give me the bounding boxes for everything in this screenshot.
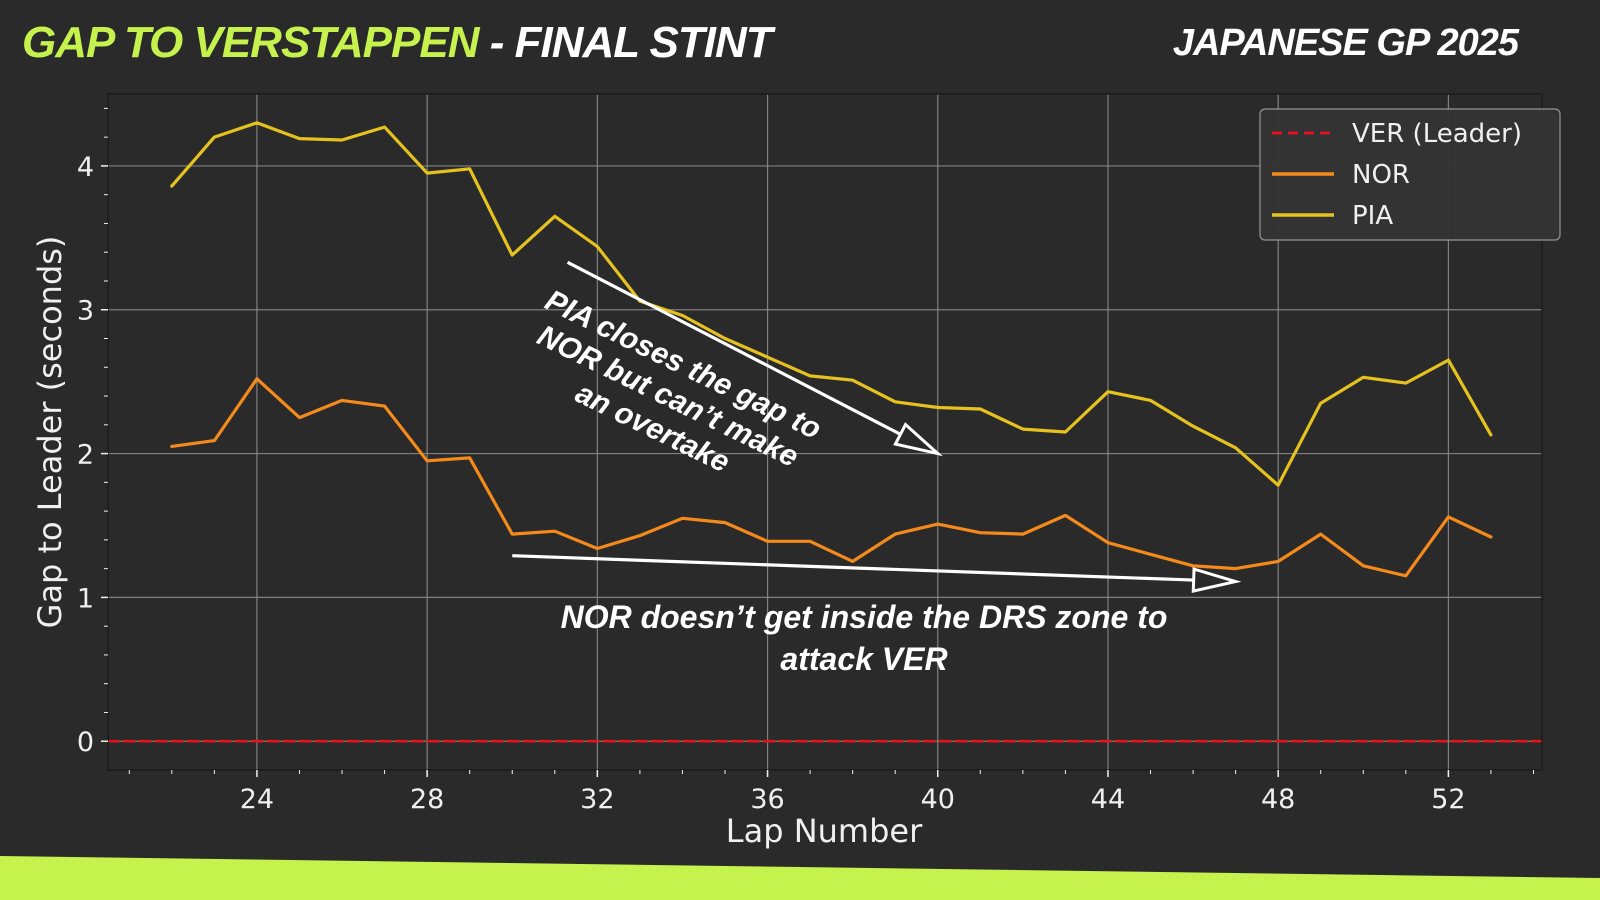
x-tick-label: 44 [1091, 784, 1125, 815]
x-tick-label: 36 [750, 784, 784, 815]
y-tick-label: 1 [77, 583, 94, 614]
x-tick-label: 48 [1261, 784, 1295, 815]
y-tick-label: 4 [77, 152, 94, 183]
annotation-pia-text: PIA closes the gap toNOR but can’t makea… [509, 284, 826, 509]
pia-arrow-head [893, 422, 944, 457]
y-tick-label: 2 [77, 440, 94, 471]
y-axis-label: Gap to Leader (seconds) [31, 236, 69, 629]
title-rest: - FINAL STINT [478, 18, 773, 67]
legend-box [1259, 108, 1561, 241]
legend-label-nor: NOR [1352, 160, 1410, 190]
legend: VER (Leader) NOR PIA [1259, 108, 1561, 241]
x-tick-label: 32 [580, 784, 614, 815]
annotations: PIA closes the gap toNOR but can’t makea… [509, 260, 1242, 677]
ticks: 24 28 32 36 40 44 48 52 0 1 2 3 4 [77, 107, 1534, 815]
x-tick-label: 40 [921, 784, 955, 815]
nor-arrow-head [1191, 567, 1242, 593]
page-title: GAP TO VERSTAPPEN - FINAL STINT [22, 18, 773, 68]
title-highlight: GAP TO VERSTAPPEN [22, 18, 479, 67]
y-tick-label: 3 [77, 296, 94, 327]
nor-arrow-shaft [512, 554, 1194, 582]
annotation-line: attack VER [780, 641, 947, 677]
bottom-accent-band [0, 856, 1600, 900]
x-tick-label: 24 [240, 784, 274, 815]
annotation-nor-text: NOR doesn’t get inside the DRS zone to at… [561, 599, 1168, 677]
event-title: JAPANESE GP 2025 [1172, 22, 1519, 64]
legend-label-ver: VER (Leader) [1352, 119, 1522, 149]
x-axis-label: Lap Number [726, 812, 923, 850]
series-lines-layer [170, 121, 1493, 578]
x-tick-label: 28 [410, 784, 444, 815]
plot-frame [107, 93, 1543, 771]
y-tick-label: 0 [77, 727, 94, 758]
legend-label-pia: PIA [1352, 201, 1393, 231]
series-line-pia [170, 121, 1493, 487]
annotation-line: NOR doesn’t get inside the DRS zone to [561, 599, 1168, 635]
series-line-nor [170, 377, 1493, 578]
x-tick-label: 52 [1431, 784, 1465, 815]
pia-arrow-shaft [566, 260, 902, 436]
